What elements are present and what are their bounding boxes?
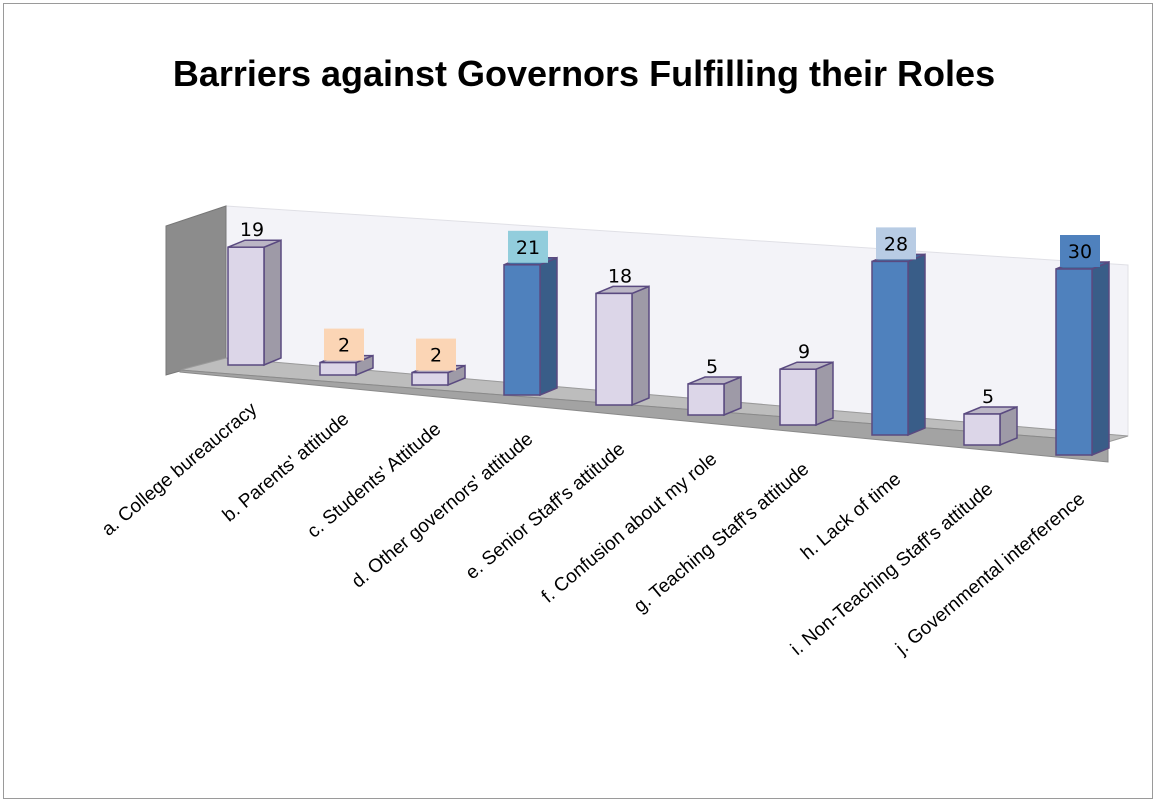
data-label: 5 <box>706 356 718 378</box>
bar <box>779 368 817 426</box>
data-label: 21 <box>516 237 540 259</box>
bar <box>687 383 725 416</box>
bar-side <box>1091 260 1110 457</box>
bar-side <box>263 239 282 367</box>
data-label-bg <box>876 227 916 260</box>
data-label: 9 <box>798 341 810 363</box>
bar-side <box>815 361 834 427</box>
data-label: 5 <box>982 386 994 408</box>
data-label: 2 <box>338 335 350 357</box>
category-label: j. Governmental interference <box>891 489 1089 660</box>
data-label: 19 <box>240 219 264 241</box>
bar <box>595 292 633 406</box>
bar <box>227 246 265 366</box>
bar <box>871 260 909 436</box>
bar <box>503 264 541 396</box>
data-label-bg <box>324 328 364 361</box>
data-label-bg <box>508 230 548 263</box>
data-label: 28 <box>884 233 908 255</box>
bar <box>963 413 1001 446</box>
data-label: 18 <box>608 265 632 287</box>
category-label: d. Other governors' attitude <box>348 429 537 593</box>
data-label-bg <box>1060 235 1100 267</box>
bar-side <box>539 256 558 397</box>
bar-side <box>907 253 926 437</box>
bar <box>411 371 449 386</box>
bar <box>1055 268 1093 456</box>
bar-side <box>631 285 650 407</box>
category-label: f. Confusion about my role <box>538 449 721 608</box>
category-label: g. Teaching Staff's attitude <box>630 459 813 618</box>
data-label: 2 <box>430 345 442 367</box>
category-label: h. Lack of time <box>797 469 905 565</box>
bar <box>319 361 357 376</box>
side-wall <box>165 205 227 376</box>
data-label: 30 <box>1068 241 1092 263</box>
chart-title: Barriers against Governors Fulfilling th… <box>172 53 996 94</box>
data-label-bg <box>416 338 456 371</box>
category-label: i. Non-Teaching Staff's attitude <box>787 479 997 660</box>
